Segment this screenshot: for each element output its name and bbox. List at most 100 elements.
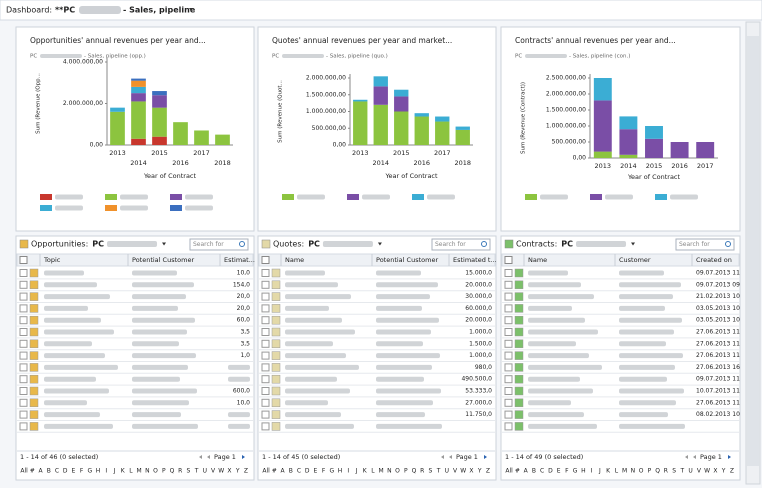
view-name[interactable]: PC bbox=[561, 240, 573, 249]
alphabet-filter[interactable]: I bbox=[105, 468, 107, 475]
alphabet-filter[interactable]: B bbox=[47, 468, 51, 475]
alphabet-filter[interactable]: X bbox=[713, 468, 717, 475]
alphabet-filter[interactable]: Y bbox=[477, 468, 482, 475]
alphabet-filter[interactable]: K bbox=[363, 468, 368, 475]
alphabet-filter[interactable]: D bbox=[305, 468, 310, 475]
alphabet-filter[interactable]: A bbox=[38, 468, 43, 475]
alphabet-filter[interactable]: V bbox=[211, 468, 216, 475]
alphabet-filter[interactable]: I bbox=[591, 468, 593, 475]
prev-page[interactable] bbox=[207, 455, 210, 459]
search-box[interactable] bbox=[189, 238, 249, 251]
row-checkbox[interactable] bbox=[261, 339, 270, 348]
alphabet-filter[interactable]: N bbox=[387, 468, 392, 475]
row-checkbox[interactable] bbox=[504, 328, 513, 336]
alphabet-filter[interactable]: O bbox=[153, 468, 158, 475]
first-page[interactable] bbox=[199, 455, 202, 459]
alphabet-filter[interactable]: Y bbox=[721, 468, 726, 475]
alphabet-filter[interactable]: W bbox=[460, 468, 466, 475]
next-page[interactable] bbox=[484, 455, 487, 459]
alphabet-filter[interactable]: F bbox=[80, 468, 84, 475]
row-checkbox[interactable] bbox=[261, 328, 270, 336]
row-checkbox[interactable] bbox=[261, 422, 270, 431]
prev-page[interactable] bbox=[693, 455, 696, 459]
alphabet-filter[interactable]: W bbox=[704, 468, 710, 475]
row-checkbox[interactable] bbox=[261, 351, 270, 360]
alphabet-filter[interactable]: L bbox=[615, 468, 619, 475]
row-checkbox[interactable] bbox=[19, 398, 28, 407]
alphabet-filter[interactable]: U bbox=[445, 468, 449, 475]
alphabet-filter[interactable]: Y bbox=[235, 468, 240, 475]
select-all-checkbox[interactable] bbox=[261, 256, 270, 264]
alphabet-filter[interactable]: T bbox=[194, 468, 199, 475]
search-icon[interactable] bbox=[725, 241, 731, 247]
row-checkbox[interactable] bbox=[261, 387, 270, 395]
scroll-thumb[interactable] bbox=[747, 36, 759, 466]
alphabet-filter[interactable]: I bbox=[347, 468, 349, 475]
alphabet-filter[interactable]: E bbox=[557, 468, 561, 475]
view-dropdown[interactable] bbox=[162, 242, 167, 246]
alphabet-filter[interactable]: K bbox=[121, 468, 126, 475]
column-header-label[interactable]: Estimated t... bbox=[453, 256, 497, 264]
row-checkbox[interactable] bbox=[504, 375, 513, 384]
alphabet-filter[interactable]: V bbox=[697, 468, 702, 475]
alphabet-filter[interactable]: C bbox=[55, 468, 59, 475]
view-name[interactable]: PC bbox=[92, 240, 104, 249]
column-header-label[interactable]: Created on bbox=[696, 256, 732, 264]
alphabet-filter[interactable]: F bbox=[565, 468, 569, 475]
alphabet-filter[interactable]: M bbox=[379, 468, 384, 475]
alphabet-filter[interactable]: T bbox=[436, 468, 441, 475]
column-header-label[interactable]: Potential Customer bbox=[376, 256, 438, 264]
alphabet-filter[interactable]: N bbox=[145, 468, 150, 475]
row-checkbox[interactable] bbox=[504, 351, 513, 360]
alphabet-filter[interactable]: All bbox=[505, 468, 513, 475]
alphabet-filter[interactable]: S bbox=[672, 468, 676, 475]
dropdown-arrow[interactable] bbox=[189, 8, 193, 11]
alphabet-filter[interactable]: # bbox=[30, 468, 35, 475]
row-checkbox[interactable] bbox=[261, 363, 270, 372]
search-icon[interactable] bbox=[481, 241, 487, 247]
alphabet-filter[interactable]: K bbox=[606, 468, 611, 475]
alphabet-filter[interactable]: All bbox=[262, 468, 270, 475]
alphabet-filter[interactable]: G bbox=[329, 468, 334, 475]
row-checkbox[interactable] bbox=[504, 398, 513, 407]
alphabet-filter[interactable]: # bbox=[272, 468, 277, 475]
row-checkbox[interactable] bbox=[19, 363, 28, 372]
row-checkbox[interactable] bbox=[261, 269, 270, 277]
row-checkbox[interactable] bbox=[261, 280, 270, 289]
alphabet-filter[interactable]: G bbox=[573, 468, 578, 475]
search-box[interactable] bbox=[675, 238, 735, 251]
alphabet-filter[interactable]: V bbox=[453, 468, 458, 475]
row-checkbox[interactable] bbox=[19, 292, 28, 301]
alphabet-filter[interactable]: S bbox=[186, 468, 190, 475]
alphabet-filter[interactable]: A bbox=[280, 468, 285, 475]
alphabet-filter[interactable]: M bbox=[622, 468, 627, 475]
alphabet-filter[interactable]: Z bbox=[486, 468, 490, 475]
column-header-label[interactable]: Customer bbox=[619, 256, 651, 264]
alphabet-filter[interactable]: J bbox=[113, 468, 116, 475]
alphabet-filter[interactable]: T bbox=[680, 468, 685, 475]
row-checkbox[interactable] bbox=[504, 292, 513, 301]
alphabet-filter[interactable]: R bbox=[420, 468, 424, 475]
search-box[interactable] bbox=[431, 238, 491, 251]
alphabet-filter[interactable]: L bbox=[371, 468, 375, 475]
row-checkbox[interactable] bbox=[261, 304, 270, 313]
row-checkbox[interactable] bbox=[504, 280, 513, 289]
alphabet-filter[interactable]: E bbox=[313, 468, 317, 475]
column-header-label[interactable]: Topic bbox=[43, 256, 61, 264]
alphabet-filter[interactable]: M bbox=[137, 468, 142, 475]
alphabet-filter[interactable]: X bbox=[227, 468, 231, 475]
row-checkbox[interactable] bbox=[19, 387, 28, 395]
alphabet-filter[interactable]: S bbox=[428, 468, 432, 475]
row-checkbox[interactable] bbox=[504, 422, 513, 431]
row-checkbox[interactable] bbox=[504, 410, 513, 419]
row-checkbox[interactable] bbox=[504, 339, 513, 348]
column-header-label[interactable]: Estimat... bbox=[224, 256, 255, 264]
select-all-checkbox[interactable] bbox=[19, 256, 28, 264]
row-checkbox[interactable] bbox=[19, 304, 28, 313]
alphabet-filter[interactable]: H bbox=[96, 468, 101, 475]
dashboard-title[interactable]: - Sales, pipeline bbox=[123, 6, 196, 15]
alphabet-filter[interactable]: R bbox=[664, 468, 668, 475]
alphabet-filter[interactable]: X bbox=[469, 468, 473, 475]
row-checkbox[interactable] bbox=[261, 410, 270, 419]
alphabet-filter[interactable]: P bbox=[162, 468, 166, 475]
